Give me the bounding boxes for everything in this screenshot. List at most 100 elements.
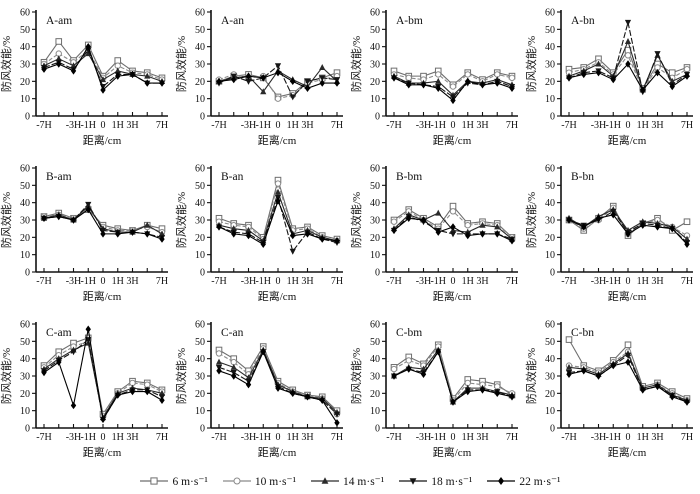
x-tick-label: 7H <box>506 432 518 443</box>
x-tick-label: 3H <box>301 120 313 131</box>
y-tick-label: 60 <box>370 164 380 175</box>
y-tick-label: 50 <box>195 25 205 36</box>
y-tick-label: 10 <box>195 406 205 417</box>
y-axis-title: 防风效能/% <box>0 36 13 92</box>
x-axis-title: 距离/cm <box>83 445 122 459</box>
x-tick-label: 0 <box>276 432 281 443</box>
subplot-C-an: 0 10 20 30 40 50 60 -7H -3H -1H 0 1H 3H 7H 距离/cm 防风效能/%… <box>175 312 350 468</box>
legend-item-6ms: 6 m·s⁻¹ <box>139 474 208 488</box>
y-tick-label: 40 <box>545 42 555 53</box>
data-series-line <box>43 329 163 421</box>
chart-canvas-A-bn: 0 10 20 30 40 50 60 -7H -3H -1H 0 1H 3H 7H 距离/cm 防风效能/%… <box>525 8 693 148</box>
legend-item-10ms: 10 m·s⁻¹ <box>222 474 296 488</box>
subplot-C-bn: 0 10 20 30 40 50 60 -7H -3H -1H 0 1H 3H 7H 距离/cm 防风效能/%… <box>525 312 700 468</box>
y-tick-label: 0 <box>200 424 205 435</box>
y-tick-label: 0 <box>375 112 380 123</box>
line-diamond-icon <box>487 477 516 485</box>
x-tick-label: 3H <box>651 432 663 443</box>
y-tick-label: 20 <box>20 389 30 400</box>
x-tick-label: -7H <box>211 432 227 443</box>
chart-canvas-A-bm: 0 10 20 30 40 50 60 -7H -3H -1H 0 1H 3H 7H 距离/cm 防风效能/%… <box>350 8 518 148</box>
y-tick-label: 50 <box>545 337 555 348</box>
y-tick-label: 0 <box>25 112 30 123</box>
y-tick-label: 20 <box>545 233 555 244</box>
x-axis-title: 距离/cm <box>258 445 297 459</box>
y-tick-label: 30 <box>195 216 205 227</box>
y-tick-label: 20 <box>370 233 380 244</box>
legend-item-label: 22 m·s⁻¹ <box>519 476 561 488</box>
x-tick-label: -3H <box>241 276 257 287</box>
y-tick-label: 50 <box>195 337 205 348</box>
subplot-title: A-an <box>221 15 244 27</box>
x-tick-label: 7H <box>681 432 693 443</box>
x-tick-label: 1H <box>112 432 124 443</box>
x-tick-label: 3H <box>651 276 663 287</box>
chart-grid: 0 10 20 30 40 50 60 -7H -3H -1H 0 1H 3H 7H 距离/cm 防风效能/%… <box>0 8 700 468</box>
subplot-C-am: 0 10 20 30 40 50 60 -7H -3H -1H 0 1H 3H 7H 距离/cm 防风效能/%… <box>0 312 175 468</box>
subplot-title: C-bm <box>396 327 422 339</box>
y-tick-label: 20 <box>20 233 30 244</box>
x-tick-label: 1H <box>462 432 474 443</box>
y-tick-label: 30 <box>20 60 30 71</box>
x-tick-label: -3H <box>66 432 82 443</box>
line-open-circle-icon <box>222 477 251 485</box>
y-axis-title: 防风效能/% <box>525 192 538 248</box>
y-tick-label: 30 <box>370 216 380 227</box>
x-tick-label: -7H <box>36 432 52 443</box>
y-tick-label: 0 <box>375 268 380 279</box>
x-tick-label: -1H <box>255 276 271 287</box>
y-tick-label: 0 <box>200 268 205 279</box>
y-tick-label: 20 <box>195 389 205 400</box>
x-axis-title: 距离/cm <box>608 289 647 303</box>
subplot-title: B-am <box>46 171 72 183</box>
y-tick-label: 20 <box>545 77 555 88</box>
x-tick-label: -7H <box>386 120 402 131</box>
line-triangle-up-icon <box>311 477 340 484</box>
data-series-line <box>393 73 513 88</box>
x-tick-label: 7H <box>156 432 168 443</box>
y-tick-label: 30 <box>545 216 555 227</box>
y-tick-label: 60 <box>545 320 555 331</box>
y-tick-label: 60 <box>20 8 30 19</box>
y-tick-label: 30 <box>20 216 30 227</box>
y-tick-label: 60 <box>545 164 555 175</box>
legend-item-label: 18 m·s⁻¹ <box>431 476 473 488</box>
y-tick-label: 0 <box>550 268 555 279</box>
y-tick-label: 20 <box>20 77 30 88</box>
x-tick-label: 0 <box>451 432 456 443</box>
x-tick-label: 3H <box>651 120 663 131</box>
y-tick-label: 0 <box>550 424 555 435</box>
x-tick-label: -1H <box>605 276 621 287</box>
y-tick-label: 60 <box>195 320 205 331</box>
x-tick-label: 7H <box>156 276 168 287</box>
x-tick-label: 3H <box>126 120 138 131</box>
x-tick-label: -7H <box>561 120 577 131</box>
x-tick-label: 3H <box>476 120 488 131</box>
subplot-title: A-am <box>46 15 72 27</box>
legend-item-22ms: 22 m·s⁻¹ <box>486 474 561 488</box>
subplot-title: B-an <box>221 171 244 183</box>
y-axis-title: 防风效能/% <box>175 348 188 404</box>
y-tick-label: 50 <box>545 181 555 192</box>
subplot-B-bn: 0 10 20 30 40 50 60 -7H -3H -1H 0 1H 3H 7H 距离/cm 防风效能/%… <box>525 156 700 312</box>
line-open-square-icon <box>140 477 169 485</box>
x-tick-label: 1H <box>637 432 649 443</box>
y-tick-label: 40 <box>20 198 30 209</box>
x-tick-label: -1H <box>255 120 271 131</box>
y-tick-label: 10 <box>195 94 205 105</box>
x-tick-label: 1H <box>112 120 124 131</box>
x-tick-label: -7H <box>561 276 577 287</box>
y-tick-label: 40 <box>195 198 205 209</box>
x-tick-label: 3H <box>476 432 488 443</box>
x-tick-label: -3H <box>416 276 432 287</box>
y-tick-label: 50 <box>195 181 205 192</box>
x-tick-label: -3H <box>416 120 432 131</box>
x-tick-label: 7H <box>331 432 343 443</box>
legend: 6 m·s⁻¹ 10 m·s⁻¹ 14 m·s⁻¹ 18 m·s⁻¹ 22 m·… <box>0 468 700 494</box>
y-tick-label: 40 <box>370 354 380 365</box>
y-tick-label: 40 <box>545 354 555 365</box>
chart-canvas-C-bm: 0 10 20 30 40 50 60 -7H -3H -1H 0 1H 3H 7H 距离/cm 防风效能/%… <box>350 320 518 460</box>
y-axis-title: 防风效能/% <box>175 192 188 248</box>
x-tick-label: 1H <box>287 276 299 287</box>
